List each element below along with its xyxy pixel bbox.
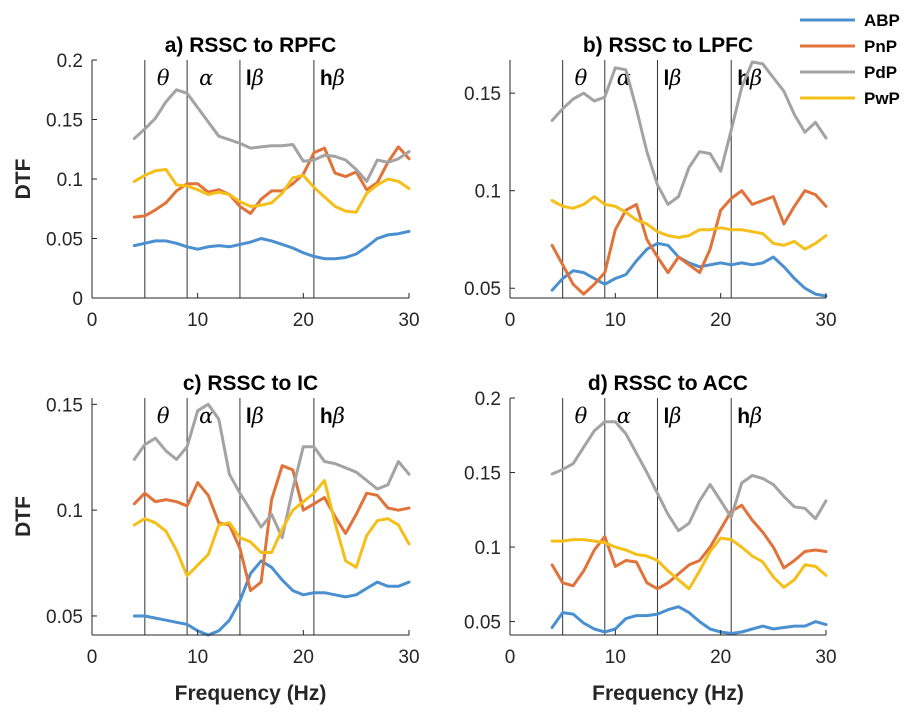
series-line-pnp [132,464,411,593]
series-line-pwp [132,168,411,214]
band-label: θ [575,404,588,428]
x-tick-label: 0 [87,310,98,331]
x-tick-label: 20 [293,310,314,331]
band-label: hβ [320,66,345,90]
legend-label-pwp: PwP [864,89,900,108]
y-tick-label: 0.05 [464,613,501,634]
band-label: α [617,404,631,428]
x-axis-label: Frequency (Hz) [175,682,327,705]
band-label: α [199,66,213,90]
y-tick-label: 0.15 [464,84,501,105]
series-line-pdp [550,420,828,533]
y-tick-label: 0.2 [475,389,501,410]
y-tick-label: 0.05 [46,230,83,251]
y-axis-label: DTF [12,158,35,199]
series-line-abp [550,241,828,298]
x-tick-label: 10 [187,310,208,331]
band-label: θ [157,66,170,90]
series-line-pdp [132,88,411,183]
y-tick-label: 0.05 [464,279,501,300]
series-line-pdp [132,402,411,540]
y-tick-label: 0.1 [475,182,501,203]
band-label: lβ [663,404,681,428]
series-line-pwp [550,536,828,591]
band-label: θ [157,404,170,428]
panel-title: b) RSSC to LPFC [583,34,753,57]
x-tick-label: 20 [710,310,731,331]
x-axis-label: Frequency (Hz) [592,682,744,705]
series-line-pnp [550,503,828,591]
x-tick-label: 20 [710,647,731,668]
series-line-pwp [132,479,411,578]
y-tick-label: 0.1 [475,538,501,559]
panel-3: c) RSSC to IC θ α lβ hβ 0 10 20 30 0.05 0.1 0.15 DTF… [12,372,420,705]
x-tick-label: 30 [815,310,836,331]
x-tick-label: 0 [505,310,516,331]
y-tick-label: 0.05 [46,607,83,628]
x-tick-label: 10 [605,647,626,668]
series-line-pnp [132,145,411,219]
x-tick-label: 10 [605,310,626,331]
y-tick-label: 0 [72,289,83,310]
series-line-abp [550,605,828,635]
panel-title: c) RSSC to IC [183,372,318,395]
x-tick-label: 20 [293,647,314,668]
legend-label-abp: ABP [864,11,900,30]
band-label: lβ [246,404,264,428]
x-tick-label: 10 [187,647,208,668]
panel-1: a) RSSC to RPFC θ α lβ hβ 0 10 20 30 0 0.05 0.1 0.15… [12,34,420,331]
band-label: α [199,404,213,428]
band-label: lβ [663,66,681,90]
series-line-abp [132,229,411,261]
series-line-pdp [550,60,828,206]
x-tick-label: 30 [398,310,419,331]
band-label: hβ [737,404,762,428]
band-label: θ [575,66,588,90]
band-label: lβ [246,66,264,90]
y-tick-label: 0.1 [57,170,83,191]
x-tick-label: 0 [505,647,516,668]
series-line-pnp [550,189,828,296]
legend-label-pdp: PdP [864,63,897,82]
y-tick-label: 0.15 [46,111,83,132]
y-tick-label: 0.2 [57,51,83,72]
y-tick-label: 0.15 [464,464,501,485]
series-line-abp [132,559,411,637]
y-axis-label: DTF [12,496,35,537]
band-label: hβ [320,404,345,428]
panel-title: a) RSSC to RPFC [165,34,337,57]
legend: ABP PnP PdP PwP [800,11,900,108]
y-tick-label: 0.1 [57,501,83,522]
x-tick-label: 30 [398,647,419,668]
y-tick-label: 0.15 [46,395,83,416]
x-tick-label: 30 [815,647,836,668]
legend-label-pnp: PnP [864,37,897,56]
x-tick-label: 0 [87,647,98,668]
panel-title: d) RSSC to ACC [588,372,748,395]
series-line-pwp [550,195,828,251]
